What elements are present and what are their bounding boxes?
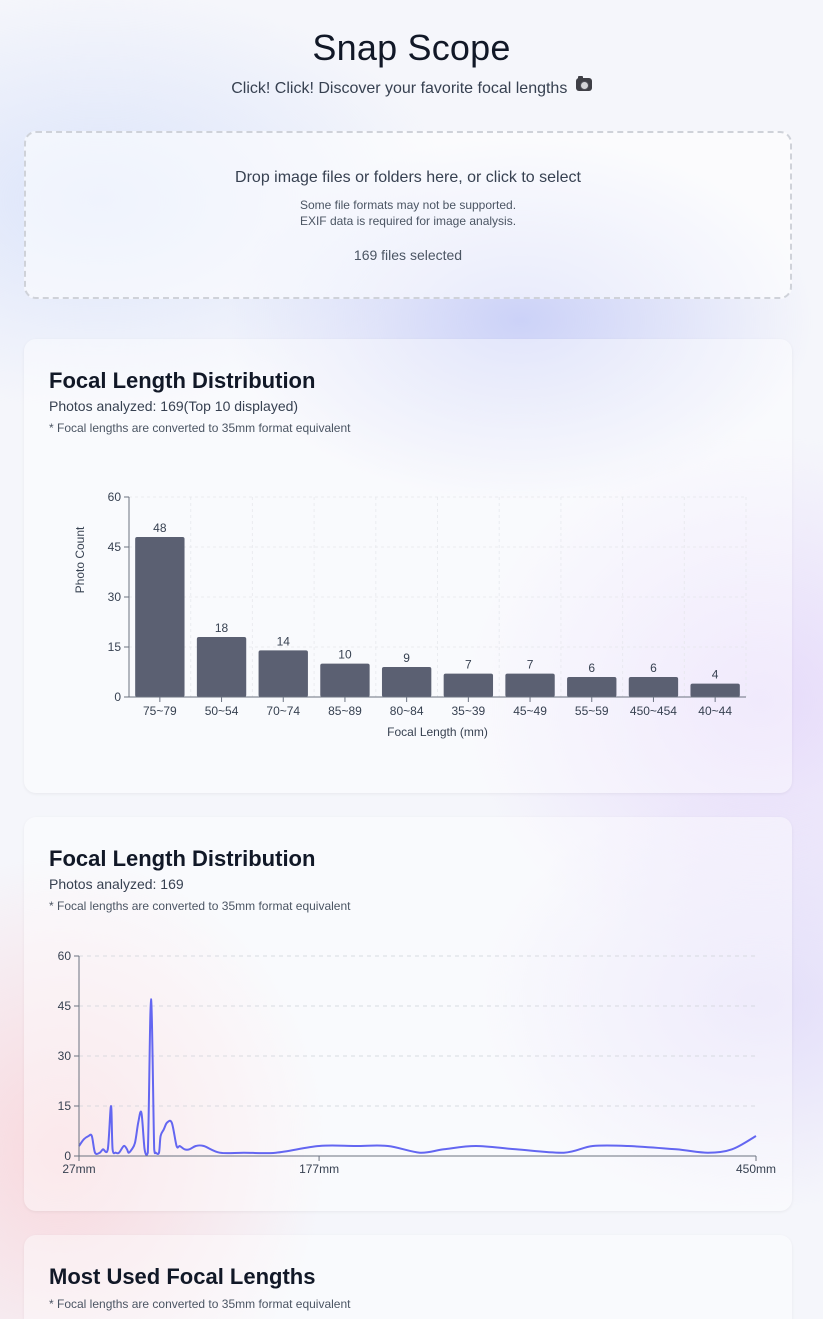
- line-chart-card: Focal Length Distribution Photos analyze…: [24, 817, 792, 1211]
- bar-value-label: 6: [650, 661, 657, 675]
- app-title: Snap Scope: [312, 27, 511, 68]
- line-card-title: Focal Length Distribution: [49, 846, 316, 871]
- x-tick-label: 85~89: [328, 704, 362, 718]
- x-tick-label: 177mm: [299, 1162, 339, 1176]
- y-tick-label: 0: [114, 690, 121, 704]
- bar-card-subtitle: Photos analyzed: 169(Top 10 displayed): [49, 398, 299, 414]
- bar-value-label: 9: [403, 651, 410, 665]
- x-tick-label: 27mm: [62, 1162, 95, 1176]
- bar-50~54: [196, 637, 247, 697]
- x-tick-label: 450~454: [630, 704, 677, 718]
- dropzone-note-format: Some file formats may not be supported.: [299, 198, 517, 212]
- y-axis-title: Photo Count: [73, 526, 87, 593]
- x-axis-title: Focal Length (mm): [387, 725, 488, 739]
- x-tick-label: 40~44: [698, 704, 732, 718]
- bar-chart: 48 75~79 18 50~54 14 70~74 10 85~89 9 80~84 7 35~39…: [73, 490, 747, 739]
- y-tick-label: 45: [58, 999, 72, 1013]
- x-tick-label: 450mm: [736, 1162, 776, 1176]
- most-used-note: * Focal lengths are converted to 35mm fo…: [49, 1297, 351, 1311]
- bar-45~49: [505, 673, 555, 697]
- bar-450~454: [628, 677, 679, 697]
- x-tick-label: 45~49: [513, 704, 547, 718]
- bar-card-title: Focal Length Distribution: [49, 368, 316, 393]
- bar-35~39: [443, 673, 494, 697]
- bar-value-label: 4: [712, 668, 719, 682]
- x-tick-label: 80~84: [390, 704, 424, 718]
- x-tick-label: 75~79: [143, 704, 177, 718]
- bar-card-note: * Focal lengths are converted to 35mm fo…: [49, 421, 351, 435]
- bar-value-label: 18: [215, 621, 229, 635]
- bar-value-label: 7: [465, 658, 472, 672]
- bar-75~79: [135, 537, 185, 697]
- app-subtitle: Click! Click! Discover your favorite foc…: [0, 76, 823, 99]
- dropzone-note-exif: EXIF data is required for image analysis…: [299, 214, 517, 228]
- bar-value-label: 7: [527, 658, 534, 672]
- file-dropzone[interactable]: Drop image files or folders here, or cli…: [24, 131, 792, 299]
- most-used-card: Most Used Focal Lengths * Focal lengths …: [24, 1235, 792, 1319]
- focal-length-line: [78, 998, 757, 1156]
- y-tick-label: 15: [108, 640, 122, 654]
- line-card-subtitle: Photos analyzed: 169: [49, 876, 184, 892]
- x-tick-label: 35~39: [451, 704, 485, 718]
- dropzone-instruction: Drop image files or folders here, or cli…: [235, 169, 581, 186]
- x-tick-label: 55~59: [575, 704, 609, 718]
- x-tick-label: 50~54: [205, 704, 239, 718]
- app-header: Snap Scope Click! Click! Discover your f…: [0, 0, 823, 99]
- x-tick-label: 70~74: [266, 704, 300, 718]
- bar-value-label: 48: [153, 521, 167, 535]
- y-tick-label: 0: [64, 1149, 71, 1163]
- bar-chart-card: Focal Length Distribution Photos analyze…: [24, 339, 792, 793]
- bar-80~84: [381, 667, 432, 697]
- bar-55~59: [567, 677, 617, 697]
- line-card-note: * Focal lengths are converted to 35mm fo…: [49, 899, 351, 913]
- bar-85~89: [320, 663, 370, 697]
- line-chart: 0 15 30 45 60 27mm 177mm 450mm: [58, 949, 776, 1176]
- camera-icon: [575, 76, 592, 91]
- bar-value-label: 14: [277, 634, 291, 648]
- files-selected-status: 169 files selected: [353, 247, 463, 263]
- y-tick-label: 30: [58, 1049, 72, 1063]
- y-tick-label: 30: [108, 590, 122, 604]
- bar-40~44: [690, 683, 740, 697]
- y-tick-label: 45: [108, 540, 122, 554]
- bar-value-label: 10: [338, 648, 352, 662]
- y-tick-label: 15: [58, 1099, 72, 1113]
- y-tick-label: 60: [108, 490, 122, 504]
- subtitle-text: Click! Click! Discover your favorite foc…: [231, 80, 568, 97]
- most-used-title: Most Used Focal Lengths: [49, 1264, 316, 1289]
- bar-value-label: 6: [588, 661, 595, 675]
- bar-70~74: [258, 650, 308, 697]
- y-tick-label: 60: [58, 949, 72, 963]
